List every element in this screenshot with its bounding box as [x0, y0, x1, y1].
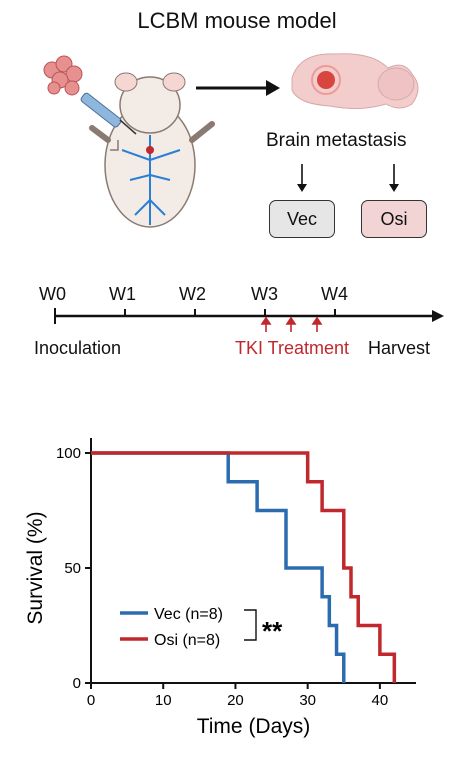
y-tick-label: 50	[64, 560, 81, 577]
vec-group-label: Vec	[286, 208, 318, 229]
legend-label-1: Osi (n=8)	[154, 632, 220, 649]
significance-label: **	[262, 616, 283, 646]
tumor-cells-icon	[43, 55, 83, 96]
week-label-w0: W0	[39, 284, 66, 304]
figure-title: LCBM mouse model	[137, 8, 337, 33]
x-tick-label: 20	[227, 692, 244, 709]
osi-group-label: Osi	[380, 208, 408, 229]
x-tick-label: 0	[87, 692, 95, 709]
legend-label-0: Vec (n=8)	[154, 606, 223, 623]
y-axis-label: Survival (%)	[24, 511, 47, 624]
tki-treatment-label: TKI Treatment	[235, 338, 350, 358]
vec-group-box: Vec	[269, 200, 335, 238]
week-label-w2: W2	[179, 284, 206, 304]
syringe-icon	[80, 92, 137, 135]
harvest-label: Harvest	[368, 338, 431, 358]
mouse-illustration	[43, 53, 419, 228]
timeline-axis	[54, 308, 444, 332]
x-tick-label: 10	[155, 692, 172, 709]
x-tick-label: 40	[372, 692, 389, 709]
week-label-w3: W3	[251, 284, 278, 304]
significance-bracket	[244, 609, 257, 641]
survival-chart: 0 10 20 30 40 0 50 100 Time (Days) Survival (%) Ve…	[24, 438, 416, 738]
week-label-w4: W4	[321, 284, 348, 304]
osi-group-box: Osi	[361, 200, 427, 238]
survival-curve-0	[91, 451, 346, 683]
survival-curve-1	[91, 451, 397, 683]
treatment-arrows	[260, 316, 323, 332]
x-tick-label: 30	[299, 692, 316, 709]
brain-metastasis-label: Brain metastasis	[266, 130, 407, 151]
y-tick-label: 100	[56, 445, 81, 462]
y-tick-label: 0	[73, 675, 81, 692]
brain-icon	[291, 53, 419, 110]
x-axis-label: Time (Days)	[197, 715, 311, 738]
inoculation-label: Inoculation	[34, 338, 122, 358]
week-label-w1: W1	[109, 284, 136, 304]
